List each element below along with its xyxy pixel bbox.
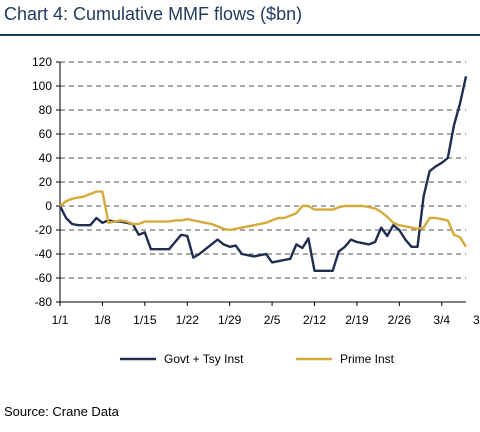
- y-tick-label: 40: [39, 151, 53, 165]
- x-axis: 1/1 1/8 1/15 1/22 1/29 2/5 2/12 2/19 2/26 3/4 3/11: [52, 301, 480, 327]
- series-line-govt-tsy-inst: [58, 76, 468, 272]
- y-tick-label: -20: [35, 223, 53, 237]
- y-tick-label: 100: [32, 79, 52, 93]
- legend-label: Govt + Tsy Inst: [164, 352, 244, 366]
- x-tick-label: 1/8: [94, 313, 111, 327]
- gridlines: [60, 61, 466, 279]
- source-note: Source: Crane Data: [4, 404, 119, 419]
- x-tick-label: 2/19: [345, 313, 369, 327]
- y-tick-label: 20: [39, 175, 53, 189]
- legend-label: Prime Inst: [340, 352, 395, 366]
- y-tick-label: -60: [35, 271, 53, 285]
- x-tick-label: 2/5: [264, 313, 281, 327]
- x-tick-label: 1/29: [218, 313, 242, 327]
- y-tick-label: 120: [32, 55, 52, 69]
- y-axis: -80 -60 -40 -20 0 20 40 60 80 100 120: [32, 55, 61, 309]
- x-tick-label: 1/15: [133, 313, 157, 327]
- x-tick-label: 2/12: [303, 313, 327, 327]
- y-tick-label: 60: [39, 127, 53, 141]
- legend: Govt + Tsy Inst Prime Inst: [120, 352, 395, 366]
- y-tick-label: 0: [45, 199, 52, 213]
- y-tick-label: 80: [39, 103, 53, 117]
- y-tick-label: -40: [35, 247, 53, 261]
- title-divider: [0, 34, 480, 36]
- x-tick-label: 3/4: [433, 313, 450, 327]
- x-tick-label: 3/11: [473, 313, 480, 327]
- chart-title: Chart 4: Cumulative MMF flows ($bn): [4, 4, 303, 24]
- x-tick-label: 1/22: [176, 313, 200, 327]
- series-lines: [58, 76, 468, 272]
- x-tick-label: 1/1: [52, 313, 69, 327]
- y-tick-label: -80: [35, 295, 53, 309]
- x-tick-label: 2/26: [388, 313, 412, 327]
- series-line-prime-inst: [59, 190, 468, 248]
